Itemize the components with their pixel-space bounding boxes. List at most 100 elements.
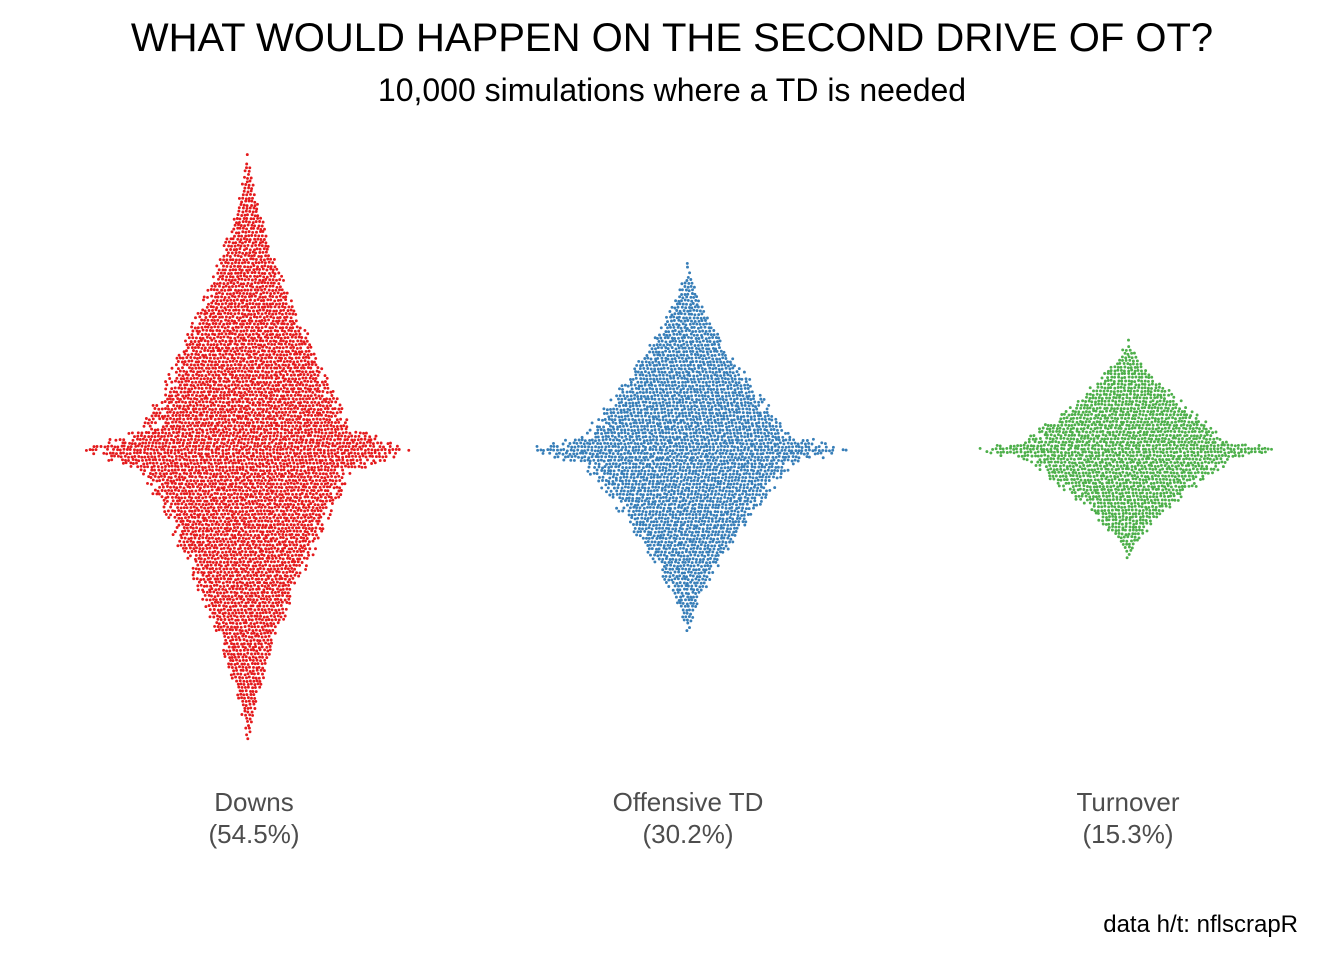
simulation-point [252,309,255,313]
simulation-point [185,376,189,380]
simulation-point [254,319,258,323]
simulation-point [185,410,189,414]
simulation-point [217,516,221,520]
simulation-point [258,567,262,570]
simulation-point [305,537,309,540]
simulation-point [319,435,323,439]
simulation-point [277,554,281,558]
simulation-point [256,444,260,448]
simulation-point [163,434,166,438]
simulation-point [241,373,245,377]
simulation-point [144,458,148,462]
simulation-point [218,414,222,418]
simulation-point [225,275,229,279]
simulation-point [198,394,202,398]
simulation-point [190,465,194,469]
simulation-point [279,475,283,478]
simulation-point [245,180,249,184]
simulation-point [195,428,198,432]
simulation-point [207,359,211,363]
simulation-point [309,407,313,411]
simulation-point [272,564,276,568]
simulation-point [297,377,301,381]
simulation-point [325,441,329,445]
simulation-point [310,488,314,492]
simulation-point [274,325,278,329]
simulation-point [330,464,334,468]
simulation-point [204,482,207,486]
simulation-point [255,632,259,636]
simulation-point [337,420,341,424]
simulation-point [246,176,249,180]
simulation-point [261,600,265,604]
simulation-point [302,482,306,486]
simulation-point [206,325,210,329]
simulation-point [233,336,237,340]
simulation-point [250,223,254,227]
simulation-point [190,359,194,363]
simulation-point [179,377,183,381]
simulation-point [260,570,264,574]
simulation-point [266,342,270,346]
simulation-point [267,498,271,502]
simulation-point [175,499,179,503]
simulation-point [356,438,360,442]
simulation-point [110,454,114,458]
simulation-point [270,478,274,482]
simulation-point [186,448,190,452]
simulation-point [296,360,299,364]
simulation-point [147,435,151,439]
simulation-point [291,397,295,401]
simulation-point [255,302,258,306]
simulation-point [348,441,352,445]
simulation-point [223,655,227,658]
simulation-point [184,454,188,458]
simulation-point [254,506,258,510]
simulation-point [234,604,238,608]
simulation-point [248,401,252,405]
simulation-point [335,492,339,496]
simulation-point [239,495,242,499]
simulation-point [255,291,258,295]
simulation-point [373,437,377,441]
simulation-point [167,394,171,398]
simulation-point [343,421,347,425]
simulation-point [163,468,167,472]
simulation-point [258,475,262,478]
simulation-point [310,360,314,364]
simulation-point [218,444,222,448]
simulation-point [192,505,196,509]
simulation-point [280,526,284,530]
simulation-point [243,583,247,587]
simulation-point [319,509,323,513]
simulation-point [216,312,220,316]
simulation-point [259,485,263,489]
simulation-point [200,543,204,547]
simulation-point [207,435,211,439]
simulation-point [228,537,232,541]
simulation-point [250,652,253,656]
simulation-point [246,190,250,194]
simulation-point [253,204,257,208]
simulation-point [243,498,247,502]
simulation-point [272,421,276,425]
simulation-point [186,462,190,466]
simulation-point [208,540,212,544]
simulation-point [250,363,254,367]
simulation-point [237,594,241,598]
simulation-point [196,370,200,374]
simulation-point [249,546,253,550]
simulation-point [268,629,271,633]
simulation-point [341,468,345,472]
simulation-point [247,325,251,329]
simulation-point [244,587,248,590]
simulation-point [260,458,264,462]
simulation-point [272,352,276,356]
simulation-point [259,509,263,513]
simulation-point [289,407,293,411]
simulation-point [196,332,200,336]
simulation-point [264,234,268,238]
simulation-point [315,417,319,421]
simulation-point [226,563,230,567]
simulation-point [211,536,214,540]
